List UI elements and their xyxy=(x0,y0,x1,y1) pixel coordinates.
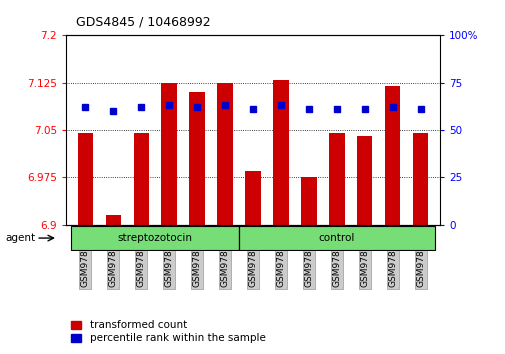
Legend: transformed count, percentile rank within the sample: transformed count, percentile rank withi… xyxy=(71,320,265,343)
Text: control: control xyxy=(318,233,355,243)
Text: GDS4845 / 10468992: GDS4845 / 10468992 xyxy=(76,15,210,28)
Bar xyxy=(238,226,434,250)
Bar xyxy=(245,171,260,225)
Text: streptozotocin: streptozotocin xyxy=(118,233,192,243)
Bar xyxy=(189,92,205,225)
Bar xyxy=(273,80,288,225)
Bar xyxy=(77,133,93,225)
Bar xyxy=(106,215,121,225)
Bar xyxy=(217,83,232,225)
Bar xyxy=(357,136,372,225)
Text: agent: agent xyxy=(5,233,35,243)
Bar xyxy=(412,133,428,225)
Bar xyxy=(133,133,148,225)
Bar xyxy=(384,86,399,225)
Bar xyxy=(71,226,238,250)
Bar xyxy=(161,83,177,225)
Bar xyxy=(300,177,316,225)
Bar xyxy=(328,133,344,225)
